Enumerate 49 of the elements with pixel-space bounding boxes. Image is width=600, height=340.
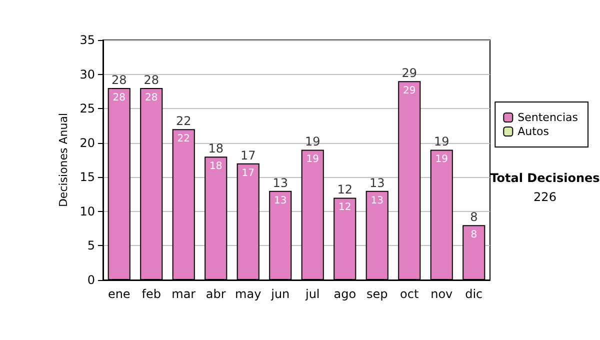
- x-tick-label: sep: [366, 287, 388, 301]
- data-label: 13: [370, 195, 384, 206]
- data-label: 28: [145, 92, 158, 104]
- legend-label: Autos: [518, 125, 550, 138]
- total-label: 13: [369, 176, 385, 190]
- x-tick-label: mar: [172, 287, 196, 301]
- x-tick-label: abr: [206, 287, 226, 301]
- total-label: 17: [240, 148, 256, 162]
- total-label: 12: [337, 182, 353, 197]
- y-tick-label: 30: [80, 67, 95, 82]
- x-tick-label: feb: [142, 287, 161, 301]
- x-tick-label: oct: [400, 287, 419, 301]
- x-tick-label: dic: [465, 287, 483, 301]
- total-label: 19: [304, 134, 320, 149]
- data-label: 28: [112, 92, 126, 104]
- data-label: 8: [470, 230, 478, 241]
- total-label: 29: [402, 66, 418, 80]
- total-label: 28: [144, 73, 160, 87]
- legend-label: Sentencias: [518, 111, 578, 124]
- data-label: 13: [274, 195, 287, 206]
- total-label: 13: [272, 176, 288, 190]
- x-tick-label: jun: [270, 287, 290, 301]
- text: 226: [534, 190, 556, 204]
- x-tick-label: ago: [334, 287, 356, 301]
- x-tick-label: may: [235, 287, 262, 301]
- y-tick-label: 35: [80, 33, 95, 47]
- data-label: 22: [177, 134, 190, 145]
- data-label: 12: [338, 202, 352, 214]
- y-tick-label: 15: [80, 170, 95, 184]
- y-tick-label: 10: [80, 204, 95, 218]
- y-tick-label: 0: [87, 273, 95, 287]
- y-axis-title: Decisiones Anual: [56, 112, 70, 208]
- data-label: 29: [403, 86, 416, 97]
- total-label: 22: [176, 114, 192, 128]
- y-tick-label: 25: [80, 102, 95, 116]
- y-tick-label: 20: [80, 136, 95, 150]
- data-label: 17: [242, 168, 254, 179]
- data-label: 19: [435, 154, 448, 166]
- x-tick-label: jul: [304, 287, 320, 301]
- total-label: 18: [208, 142, 224, 156]
- text: Total Decisiones: [490, 171, 600, 185]
- data-label: 18: [210, 161, 222, 172]
- total-label: 8: [470, 210, 478, 224]
- y-tick-label: 5: [87, 238, 95, 253]
- x-tick-label: ene: [108, 287, 130, 301]
- total-label: 28: [111, 73, 127, 87]
- data-label: 19: [306, 154, 319, 166]
- total-label: 19: [434, 134, 450, 149]
- x-tick-label: nov: [430, 287, 453, 301]
